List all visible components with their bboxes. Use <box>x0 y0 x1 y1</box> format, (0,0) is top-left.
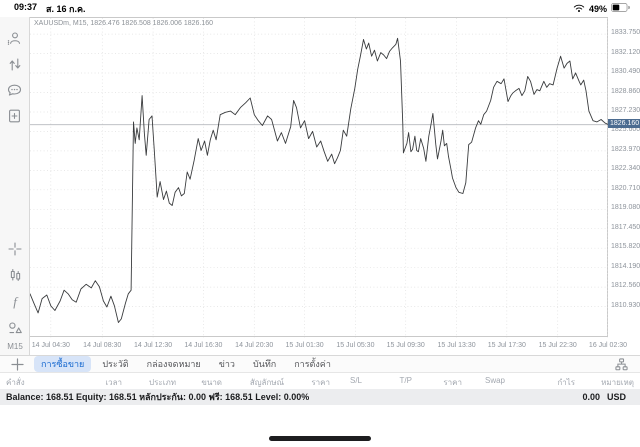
time-tick-label: 14 Jul 04:30 <box>31 342 70 349</box>
battery-icon <box>611 3 630 14</box>
column-header: ประเภท <box>149 378 176 387</box>
current-price-tag: 1826.160 <box>608 118 640 128</box>
time-tick-label: 15 Jul 05:30 <box>336 342 375 349</box>
time-tick-label: 14 Jul 12:30 <box>134 342 173 349</box>
price-tick-label: 1825.600 <box>611 126 640 134</box>
account-profit: 0.00 USD <box>582 392 640 402</box>
sidebar-top-group <box>0 17 30 129</box>
tab-list: การซื้อขาย ประวัติ กล่องจดหมาย ข่าว บันทึก กา… <box>34 356 342 372</box>
chart-canvas <box>30 18 608 338</box>
time-tick-label: 15 Jul 09:30 <box>386 342 425 349</box>
price-tick-label: 1810.930 <box>611 301 640 309</box>
chart-region: XAUUSDm, M15, 1826.476 1826.508 1826.006… <box>30 17 640 355</box>
price-tick-label: 1833.750 <box>611 29 640 37</box>
time-tick-label: 14 Jul 08:30 <box>83 342 122 349</box>
time-tick-label: 14 Jul 20:30 <box>235 342 274 349</box>
clock: 09:37 <box>14 1 38 12</box>
price-tick-label: 1819.080 <box>611 204 640 212</box>
chat-icon[interactable] <box>0 77 30 103</box>
tab-item[interactable]: ประวัติ <box>102 359 129 369</box>
column-header: สัญลักษณ์ <box>249 378 284 387</box>
price-tick-label: 1830.490 <box>611 68 640 76</box>
home-indicator[interactable] <box>269 436 371 441</box>
price-tick-label: 1817.450 <box>611 223 640 231</box>
indicators-icon[interactable]: f <box>13 293 17 309</box>
price-tick-label: 1820.710 <box>611 184 640 192</box>
column-header: เวลา <box>105 378 122 387</box>
price-axis[interactable]: 1833.750 1832.120 1830.490 1828.860 1827.230… <box>611 17 640 337</box>
status-left: 09:37 ส. 16 ก.ค. <box>0 2 86 16</box>
new-order-plus-button[interactable] <box>0 357 34 371</box>
column-header: หมายเหตุ <box>601 378 634 387</box>
price-tick-label: 1823.970 <box>611 145 640 153</box>
time-tick-label: 15 Jul 17:30 <box>487 342 526 349</box>
column-header: Swap <box>484 376 505 385</box>
column-header: กำไร <box>557 378 575 387</box>
new-order-icon[interactable] <box>0 103 30 129</box>
tab-item[interactable]: บันทึก <box>252 359 277 369</box>
price-tick-label: 1815.820 <box>611 243 640 251</box>
profit-currency: USD <box>606 392 626 402</box>
wifi-icon <box>573 3 585 15</box>
time-tick-label: 14 Jul 16:30 <box>184 342 223 349</box>
tab-item[interactable]: กล่องจดหมาย <box>146 359 201 369</box>
time-tick-label: 16 Jul 02:30 <box>588 342 628 349</box>
toolbar-sidebar: f M15 <box>0 17 30 355</box>
tab-item[interactable]: การตั้งค่า <box>294 359 331 369</box>
bottom-tab-bar: การซื้อขาย ประวัติ กล่องจดหมาย ข่าว บันทึก กา… <box>0 355 640 373</box>
column-header: ราคา <box>311 378 330 387</box>
tab-selected[interactable]: การซื้อขาย <box>34 356 92 372</box>
time-axis[interactable]: 14 Jul 04:30 14 Jul 08:30 14 Jul 12:30 14 J… <box>30 338 640 355</box>
price-tick-label: 1827.230 <box>611 106 640 114</box>
price-tick-label: 1822.340 <box>611 165 640 173</box>
footer <box>0 405 640 447</box>
chart-type-icon[interactable] <box>0 262 30 288</box>
symbol-ohlc-label: XAUUSDm, M15, 1826.476 1826.508 1826.006… <box>34 20 214 27</box>
column-header: T/P <box>399 376 412 385</box>
sidebar-bottom-group: f M15 <box>0 236 30 351</box>
time-tick-label: 15 Jul 01:30 <box>285 342 324 349</box>
battery-percent-label: 49% <box>588 3 607 14</box>
price-tick-label: 1828.860 <box>611 87 640 95</box>
account-summary-bar: Balance: 168.51 Equity: 168.51 หลักประกั… <box>0 389 640 405</box>
price-tick-label: 1832.120 <box>611 48 640 56</box>
status-date: ส. 16 ก.ค. <box>46 3 86 14</box>
order-table-header: คำสั่ง เวลา ประเภท ขนาด สัญลักษณ์ ราคา S/L T/P ร… <box>0 373 640 389</box>
objects-icon[interactable] <box>0 314 30 340</box>
trade-icon[interactable] <box>0 51 30 77</box>
price-chart[interactable] <box>30 17 608 338</box>
profit-value: 0.00 <box>582 392 600 402</box>
column-header: S/L <box>349 376 362 385</box>
time-tick-label: 15 Jul 13:30 <box>437 342 476 349</box>
time-tick-label: 15 Jul 22:30 <box>538 342 577 349</box>
status-bar: 09:37 ส. 16 ก.ค. 49% <box>0 0 640 17</box>
sort-hierarchy-button[interactable] <box>615 357 640 371</box>
account-icon[interactable] <box>0 25 30 51</box>
column-header: ขนาด <box>201 378 222 387</box>
timeframe-button[interactable]: M15 <box>7 342 23 351</box>
status-right: 49% <box>573 3 640 15</box>
price-tick-label: 1812.560 <box>611 282 640 290</box>
account-summary-text: Balance: 168.51 Equity: 168.51 หลักประกั… <box>6 392 310 402</box>
main-area: f M15 XAUUSDm, M15, 1826.476 1826.508 18… <box>0 17 640 355</box>
price-tick-label: 1814.190 <box>611 262 640 270</box>
crosshair-icon[interactable] <box>0 236 30 262</box>
column-header: ราคา <box>443 378 462 387</box>
column-header: คำสั่ง <box>6 378 25 387</box>
tab-item[interactable]: ข่าว <box>218 359 235 369</box>
